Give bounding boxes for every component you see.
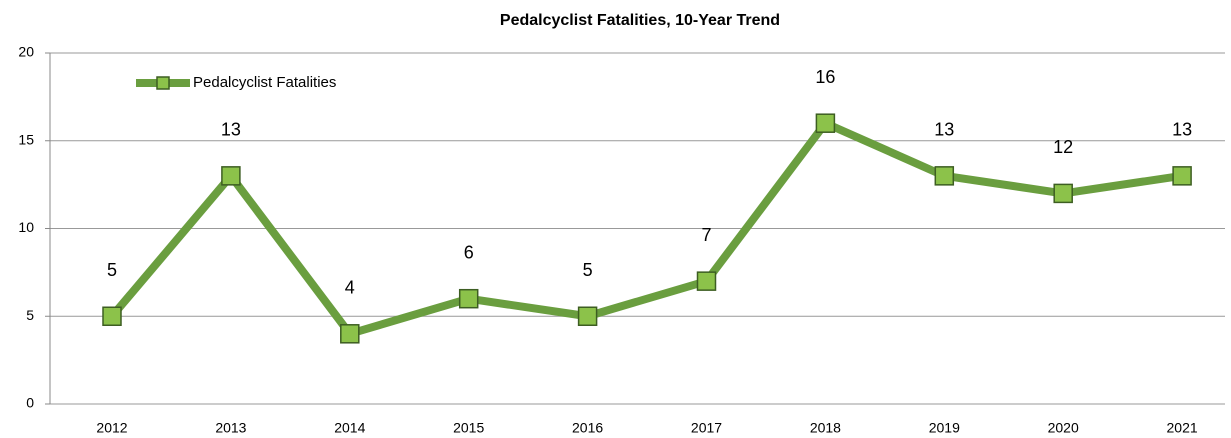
marker [1053,183,1073,204]
chart-title: Pedalcyclist Fatalities, 10-Year Trend [500,12,780,29]
series-line [108,119,1183,338]
legend-marker [156,76,170,90]
x-tick-label: 2020 [1048,420,1079,436]
x-tick-label: 2013 [215,420,246,436]
data-label: 5 [107,260,117,280]
data-label: 13 [934,120,954,140]
data-label: 4 [345,278,355,298]
data-label: 16 [815,67,835,87]
y-tick-label: 15 [18,131,34,147]
marker [340,324,360,344]
y-tick-label: 10 [18,219,34,235]
x-tick-label: 2016 [572,420,603,436]
x-tick-label: 2012 [96,420,127,436]
x-tick-label: 2015 [453,420,484,436]
marker [458,288,479,309]
marker [102,306,122,326]
x-tick-label: 2019 [929,420,960,436]
y-tick-label: 20 [18,44,34,60]
y-tick-label: 5 [26,307,34,323]
y-tick-label: 0 [26,395,34,411]
marker [815,113,836,133]
data-label: 7 [701,225,711,245]
data-label: 5 [583,260,593,280]
x-tick-label: 2021 [1167,420,1198,436]
data-label: 6 [464,242,474,262]
data-label: 13 [221,120,241,140]
marker [1172,166,1192,186]
x-tick-label: 2014 [334,420,365,436]
data-label: 12 [1053,137,1073,157]
legend-label: Pedalcyclist Fatalities [193,74,336,91]
marker [577,306,598,326]
marker [221,166,241,186]
marker [696,271,717,291]
data-label: 13 [1172,120,1192,140]
marker [934,166,955,186]
x-tick-label: 2018 [810,420,841,436]
x-tick-label: 2017 [691,420,722,436]
